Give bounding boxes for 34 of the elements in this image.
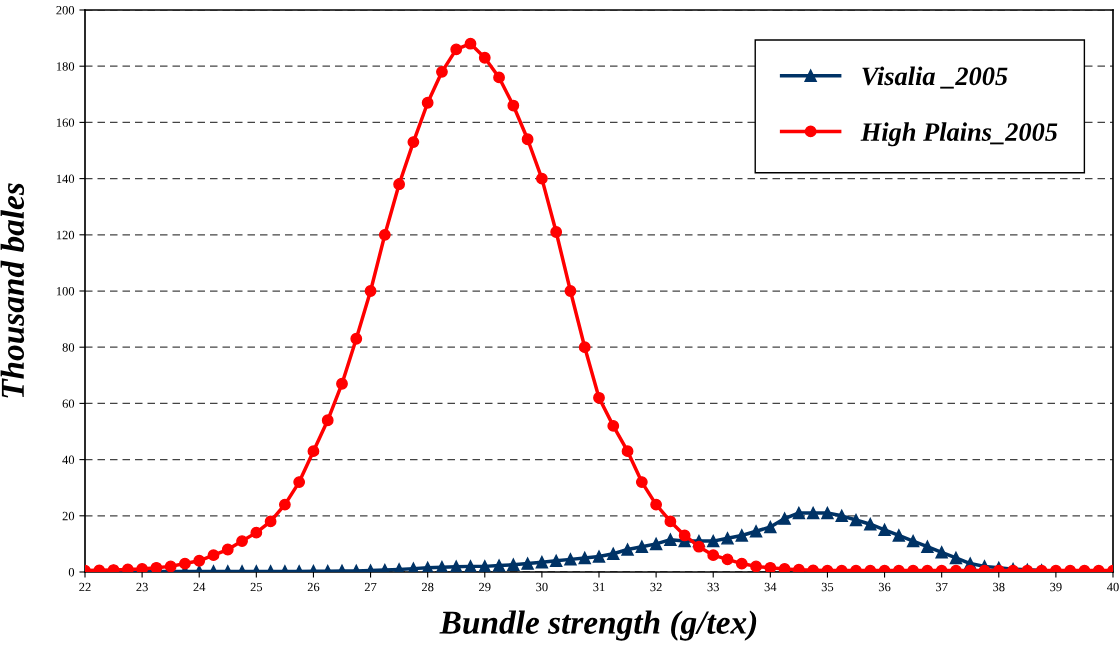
x-tick-label: 38 — [993, 582, 1005, 592]
x-tick-label: 28 — [421, 582, 434, 592]
y-tick-label: 80 — [62, 343, 75, 352]
y-tick-label: 100 — [56, 287, 75, 296]
y-tick-label: 180 — [56, 62, 75, 71]
x-tick-label: 27 — [364, 582, 377, 592]
x-tick-label: 30 — [536, 582, 548, 592]
y-tick-label: 120 — [56, 230, 75, 240]
legend-label: Visalia _2005 — [862, 66, 1008, 89]
x-tick-label: 22 — [79, 582, 91, 592]
y-tick-label: 20 — [62, 511, 75, 521]
x-tick-label: 24 — [193, 582, 206, 592]
x-tick-label: 39 — [1050, 582, 1062, 592]
y-tick-label: 200 — [56, 6, 75, 15]
x-tick-label: 36 — [878, 582, 891, 592]
y-tick-label: 60 — [62, 399, 75, 408]
legend-label: High Plains_2005 — [860, 122, 1058, 147]
y-tick-label: 160 — [56, 118, 75, 127]
y-tick-label: 40 — [62, 455, 75, 465]
x-tick-label: 40 — [1106, 582, 1119, 592]
x-tick-label: 35 — [821, 582, 834, 592]
y-tick-label: 0 — [68, 568, 75, 577]
x-tick-label: 25 — [250, 582, 263, 592]
x-tick-label: 31 — [593, 582, 605, 592]
x-tick-label: 26 — [307, 582, 320, 592]
x-tick-label: 33 — [707, 582, 719, 592]
x-tick-label: 23 — [136, 582, 148, 592]
x-tick-label: 32 — [650, 582, 662, 592]
x-tick-label: 29 — [479, 582, 491, 592]
x-axis-title: Bundle strength (g/tex) — [439, 610, 757, 641]
y-axis-title: Thousand bales — [0, 183, 25, 398]
x-tick-label: 37 — [936, 582, 948, 592]
x-tick-label: 34 — [764, 582, 777, 592]
y-tick-label: 140 — [56, 174, 75, 184]
